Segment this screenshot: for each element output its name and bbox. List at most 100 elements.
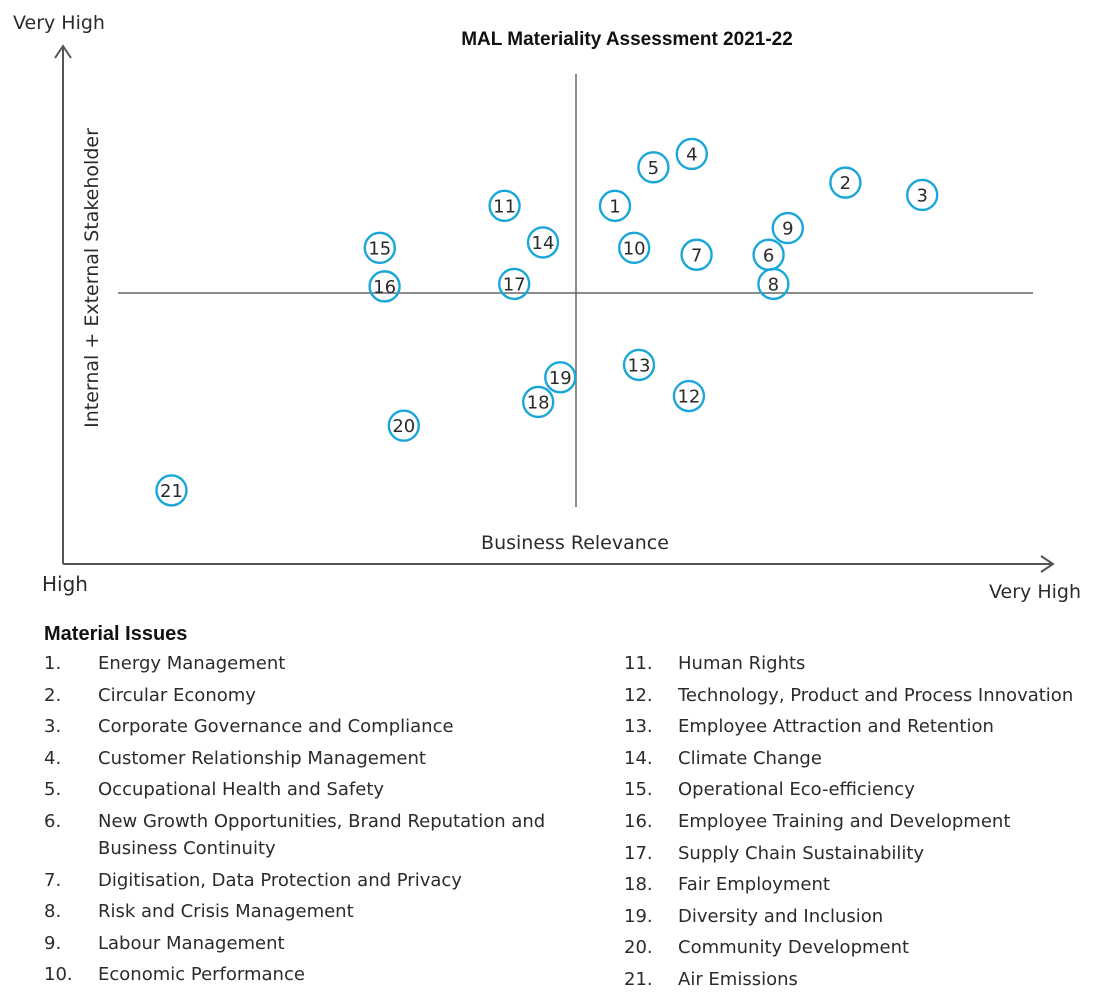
legend-item: 10. Economic Performance: [44, 961, 624, 988]
legend-item: 2. Circular Economy: [44, 682, 624, 709]
legend-item-number: 21.: [624, 968, 653, 990]
legend-item-number: 20.: [624, 937, 653, 959]
legend-item-number: 8.: [44, 901, 62, 923]
legend-item-text: Economic Performance: [98, 964, 305, 986]
legend-item-number: 5.: [44, 779, 62, 801]
legend-item: 8. Risk and Crisis Management: [44, 898, 624, 925]
issue-marker-label: 17: [503, 274, 526, 295]
legend-item-text: Employee Attraction and Retention: [678, 716, 994, 738]
issue-point-10: 10: [618, 231, 651, 265]
issue-marker-label: 8: [768, 274, 779, 295]
issue-marker: [637, 151, 670, 184]
legend-item-number: 9.: [44, 932, 62, 954]
issue-point-6: 6: [752, 238, 785, 271]
x-axis-low-label: High: [42, 572, 88, 596]
issue-marker: [622, 348, 656, 382]
issue-marker: [675, 137, 708, 171]
legend-item-number: 14.: [624, 747, 653, 769]
issue-point-4: 4: [675, 137, 708, 171]
legend-item: 20. Community Development: [624, 934, 1114, 961]
legend-item-text: Human Rights: [678, 653, 806, 674]
issue-marker-label: 4: [686, 144, 697, 165]
legend-item-number: 10.: [44, 964, 73, 986]
x-axis-title: Business Relevance: [481, 532, 669, 554]
issue-marker-label: 21: [160, 481, 183, 502]
issue-point-9: 9: [771, 211, 804, 245]
legend-item: 19. Diversity and Inclusion: [624, 903, 1114, 930]
issue-marker-label: 16: [373, 277, 396, 298]
issue-marker-label: 3: [916, 185, 927, 206]
legend-item: 6. New Growth Opportunities, Brand Reputa…: [44, 808, 624, 862]
issue-point-3: 3: [906, 178, 939, 212]
issue-marker: [526, 226, 560, 259]
legend-item-text: Air Emissions: [678, 968, 798, 990]
legend-item-text: Community Development: [678, 937, 910, 959]
legend-item: 9. Labour Management: [44, 930, 624, 957]
issue-point-14: 14: [526, 226, 560, 259]
legend-item-text: Fair Employment: [678, 874, 830, 896]
legend-item-number: 6.: [44, 810, 62, 832]
issue-point-13: 13: [622, 348, 656, 382]
legend-item-text: New Growth Opportunities, Brand Reputati…: [98, 810, 546, 859]
issue-marker-label: 6: [763, 245, 774, 266]
issue-point-15: 15: [363, 231, 396, 265]
legend-column-left: 1. Energy Management 2. Circular Economy 3. C…: [44, 650, 624, 998]
issue-marker-label: 18: [527, 392, 550, 413]
legend-item: 14. Climate Change: [624, 745, 1114, 772]
issue-point-17: 17: [498, 267, 531, 301]
issue-marker: [498, 267, 531, 301]
legend-item-number: 18.: [624, 874, 653, 896]
legend-item-text: Corporate Governance and Compliance: [98, 716, 454, 738]
legend-item-text: Energy Management: [98, 653, 286, 674]
issue-marker: [771, 211, 804, 245]
issue-marker-label: 5: [648, 158, 659, 179]
issue-marker: [488, 189, 521, 223]
issue-point-8: 8: [757, 267, 790, 301]
legend-item: 7. Digitisation, Data Protection and Priv…: [44, 867, 624, 894]
legend-item: 16. Employee Training and Development: [624, 808, 1114, 835]
legend-item-number: 16.: [624, 810, 653, 832]
issue-marker-label: 11: [493, 196, 516, 217]
legend-item-number: 13.: [624, 716, 653, 738]
legend-item: 12. Technology, Product and Process Innov…: [624, 682, 1114, 709]
legend-item: 1. Energy Management: [44, 650, 624, 677]
issue-point-18: 18: [522, 385, 555, 419]
issue-point-5: 5: [637, 151, 670, 184]
issue-marker: [155, 474, 188, 507]
issue-marker-label: 13: [628, 355, 651, 376]
issue-marker: [672, 379, 706, 413]
issue-marker: [368, 270, 401, 303]
legend-item-number: 15.: [624, 779, 653, 801]
issue-point-20: 20: [387, 409, 420, 442]
issue-marker-label: 14: [532, 233, 555, 254]
issue-point-12: 12: [672, 379, 706, 413]
legend-item: 21. Air Emissions: [624, 966, 1114, 993]
legend-item: 15. Operational Eco-efficiency: [624, 776, 1114, 803]
legend-item-number: 11.: [624, 653, 653, 674]
issue-marker: [363, 231, 396, 265]
issue-marker: [544, 361, 577, 394]
issue-marker: [906, 178, 939, 212]
legend-item-text: Customer Relationship Management: [98, 747, 426, 769]
legend-item-text: Supply Chain Sustainability: [678, 842, 925, 864]
x-axis-high-label: Very High: [989, 581, 1081, 603]
legend: Material Issues 1. Energy Management 2. Cir…: [44, 623, 1114, 998]
legend-item-text: Operational Eco-efficiency: [678, 779, 915, 801]
issue-point-2: 2: [829, 166, 862, 199]
legend-item-number: 19.: [624, 905, 653, 927]
issue-marker: [618, 231, 651, 265]
x-axis-arrowhead: [1040, 555, 1055, 573]
issue-marker-label: 10: [623, 238, 646, 259]
issue-marker-label: 7: [691, 245, 702, 266]
chart-title: MAL Materiality Assessment 2021-22: [461, 29, 793, 50]
legend-item-text: Technology, Product and Process Innovati…: [678, 684, 1074, 706]
issue-marker-label: 2: [840, 173, 851, 194]
issue-point-7: 7: [680, 238, 713, 271]
legend-item: 3. Corporate Governance and Compliance: [44, 713, 624, 740]
legend-item: 4. Customer Relationship Management: [44, 745, 624, 772]
issue-marker: [387, 409, 420, 442]
legend-column-right: 11. Human Rights 12. Technology, Product an…: [624, 650, 1114, 998]
legend-item: 17. Supply Chain Sustainability: [624, 840, 1114, 867]
issue-marker-label: 1: [609, 196, 620, 217]
